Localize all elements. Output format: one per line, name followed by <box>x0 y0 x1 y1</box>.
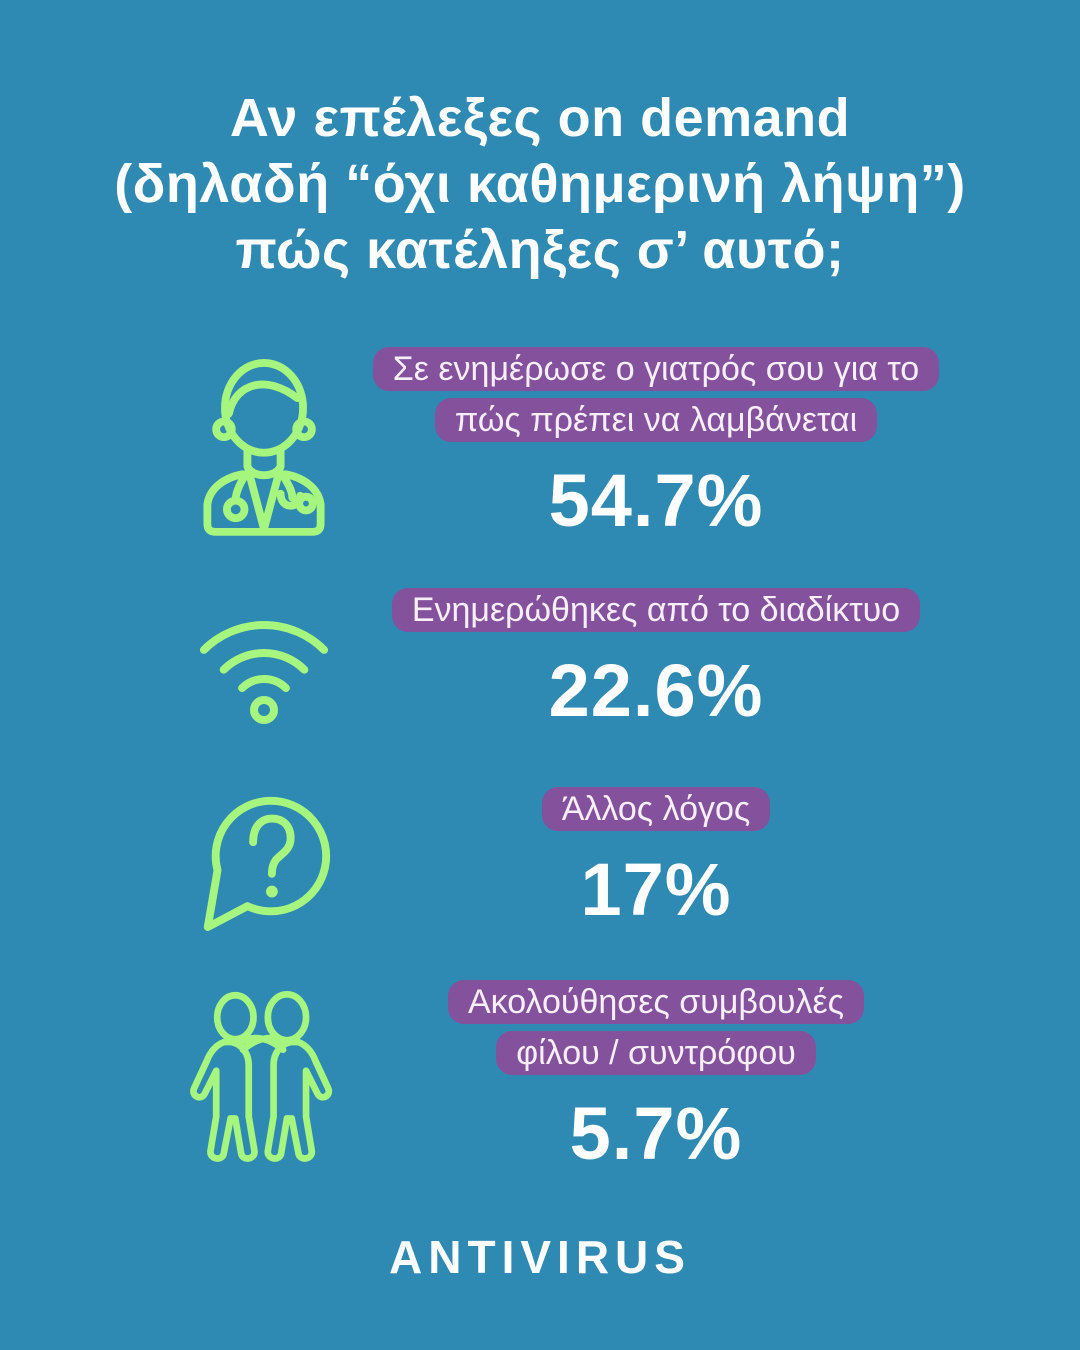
question-bubble-icon <box>178 779 350 937</box>
wifi-icon <box>178 586 350 731</box>
item-value: 54.7% <box>548 458 764 542</box>
doctor-icon <box>178 345 350 541</box>
item-value: 22.6% <box>548 648 764 732</box>
brand-logo: ANTIVIRUS <box>389 1230 691 1283</box>
survey-item-row-doctor: Σε ενημέρωσε ο γιατρός σου για το πώς πρ… <box>0 344 1080 543</box>
survey-item-content: Ακολούθησες συμβουλές φίλου / συντρόφου … <box>356 977 956 1176</box>
question-bubble-icon-svg <box>203 796 331 931</box>
item-label-badge: Ακολούθησες συμβουλές φίλου / συντρόφου <box>447 979 865 1075</box>
item-label-badge: Ενημερώθηκες από το διαδίκτυο <box>391 587 921 632</box>
item-value: 17% <box>580 847 732 931</box>
item-label-badge: Άλλος λόγος <box>541 786 771 831</box>
people-icon-svg <box>190 991 333 1162</box>
survey-results-list: Σε ενημέρωσε ο γιατρός σου για το πώς πρ… <box>0 344 1080 1176</box>
survey-item-content: Σε ενημέρωσε ο γιατρός σου για το πώς πρ… <box>356 344 956 543</box>
wifi-icon-svg <box>199 621 329 725</box>
survey-item-row-internet: Ενημερώθηκες από το διαδίκτυο 22.6% <box>0 585 1080 733</box>
infographic-title: Αν επέλεξες on demand (δηλαδή “όχι καθημ… <box>114 88 966 280</box>
item-label-badge: Σε ενημέρωσε ο γιατρός σου για το πώς πρ… <box>372 346 940 442</box>
doctor-icon-svg <box>203 359 325 536</box>
survey-item-content: Ενημερώθηκες από το διαδίκτυο 22.6% <box>356 585 956 733</box>
people-icon <box>178 981 350 1171</box>
survey-item-row-friend-advice: Ακολούθησες συμβουλές φίλου / συντρόφου … <box>0 977 1080 1176</box>
survey-item-content: Άλλος λόγος 17% <box>356 784 956 932</box>
survey-item-row-other: Άλλος λόγος 17% <box>0 779 1080 937</box>
item-value: 5.7% <box>569 1091 743 1175</box>
